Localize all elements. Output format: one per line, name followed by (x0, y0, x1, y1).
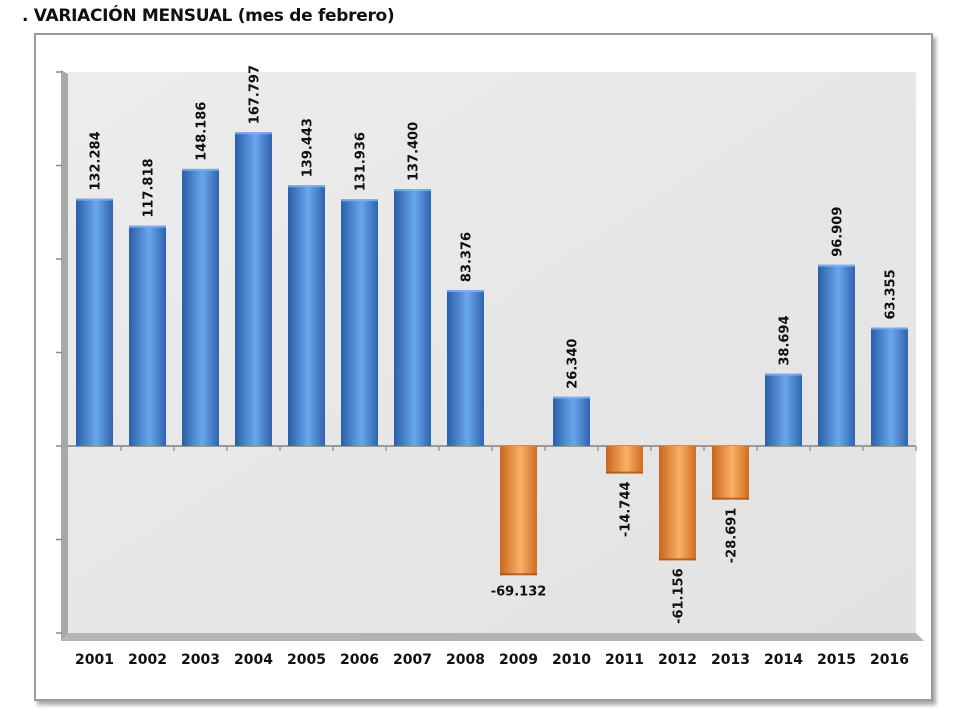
x-axis-label: 2010 (552, 652, 591, 668)
bar-2002 (129, 225, 166, 446)
bar (447, 290, 484, 446)
data-label: 137.400 (407, 122, 422, 181)
bar-cap (871, 327, 908, 330)
bar-cap (235, 132, 272, 135)
bar-2005 (288, 185, 325, 447)
bar-2007 (394, 189, 431, 446)
bar (553, 396, 590, 446)
bar-2001 (76, 198, 113, 446)
chart-title: . VARIACIÓN MENSUAL (mes de febrero) (22, 6, 395, 26)
data-label: 139.443 (301, 118, 316, 177)
bar-cap (818, 264, 855, 267)
bar (765, 373, 802, 446)
bar-cap (659, 558, 696, 561)
data-label: 83.376 (460, 232, 475, 282)
bar-cap (76, 198, 113, 201)
bar (129, 225, 166, 446)
bar-2006 (341, 199, 378, 446)
data-label: 148.186 (195, 102, 210, 161)
x-axis-label: 2012 (658, 652, 697, 668)
bar (341, 199, 378, 446)
bar-2010 (553, 396, 590, 446)
bar-cap (606, 471, 643, 474)
bar (871, 327, 908, 446)
bar-2012 (659, 446, 696, 561)
bar (500, 446, 537, 576)
x-axis-label: 2015 (817, 652, 856, 668)
bar (394, 189, 431, 446)
bar (606, 446, 643, 474)
bar-cap (500, 573, 537, 576)
bar-cap (765, 373, 802, 376)
x-axis-label: 2001 (75, 652, 114, 668)
x-axis-label: 2011 (605, 652, 644, 668)
bar (288, 185, 325, 447)
x-axis-label: 2009 (499, 652, 538, 668)
bar-cap (129, 225, 166, 228)
x-axis-label: 2014 (764, 652, 803, 668)
data-label: 96.909 (831, 207, 846, 257)
data-label: 167.797 (248, 65, 263, 124)
x-axis-labels: 2001 2002 2003 2004 2005 2006 2007 2008 2009 2010… (75, 652, 909, 668)
x-axis-label: 2007 (393, 652, 432, 668)
bar (76, 198, 113, 446)
x-axis-label: 2013 (711, 652, 750, 668)
bars (76, 132, 908, 576)
x-axis-label: 2002 (128, 652, 167, 668)
bar-2004 (235, 132, 272, 446)
x-axis-label: 2004 (234, 652, 273, 668)
bar (235, 132, 272, 446)
bar-cap (394, 189, 431, 192)
x-axis-label: 2016 (870, 652, 909, 668)
data-label: -61.156 (672, 568, 687, 624)
data-label: 132.284 (89, 131, 104, 190)
data-label: 26.340 (566, 339, 581, 389)
x-axis-label: 2006 (340, 652, 379, 668)
bar-2009 (500, 446, 537, 576)
bar-2003 (182, 168, 219, 446)
bar-2016 (871, 327, 908, 446)
data-label: -14.744 (619, 482, 634, 538)
bar (659, 446, 696, 561)
bar-cap (182, 168, 219, 171)
data-label: -28.691 (725, 508, 740, 564)
bar-cap (447, 290, 484, 293)
bar (712, 446, 749, 500)
bar-cap (341, 199, 378, 202)
floor (61, 633, 924, 641)
bar-cap (712, 497, 749, 500)
bar-2008 (447, 290, 484, 446)
bar-cap (553, 396, 590, 399)
data-labels: 132.284 117.818 148.186 167.797 139.443 131.9… (89, 65, 899, 624)
left-wall (61, 70, 68, 641)
data-label: 117.818 (142, 158, 157, 217)
x-axis-label: 2005 (287, 652, 326, 668)
bar (818, 264, 855, 446)
bar-2015 (818, 264, 855, 446)
x-axis-label: 2008 (446, 652, 485, 668)
x-axis-label: 2003 (181, 652, 220, 668)
bar (182, 168, 219, 446)
data-label: 63.355 (884, 269, 899, 319)
bar-cap (288, 185, 325, 188)
bar-2011 (606, 446, 643, 474)
data-label: -69.132 (491, 584, 547, 599)
bar-2014 (765, 373, 802, 446)
data-label: 38.694 (778, 315, 793, 365)
data-label: 131.936 (354, 132, 369, 191)
bar-2013 (712, 446, 749, 500)
